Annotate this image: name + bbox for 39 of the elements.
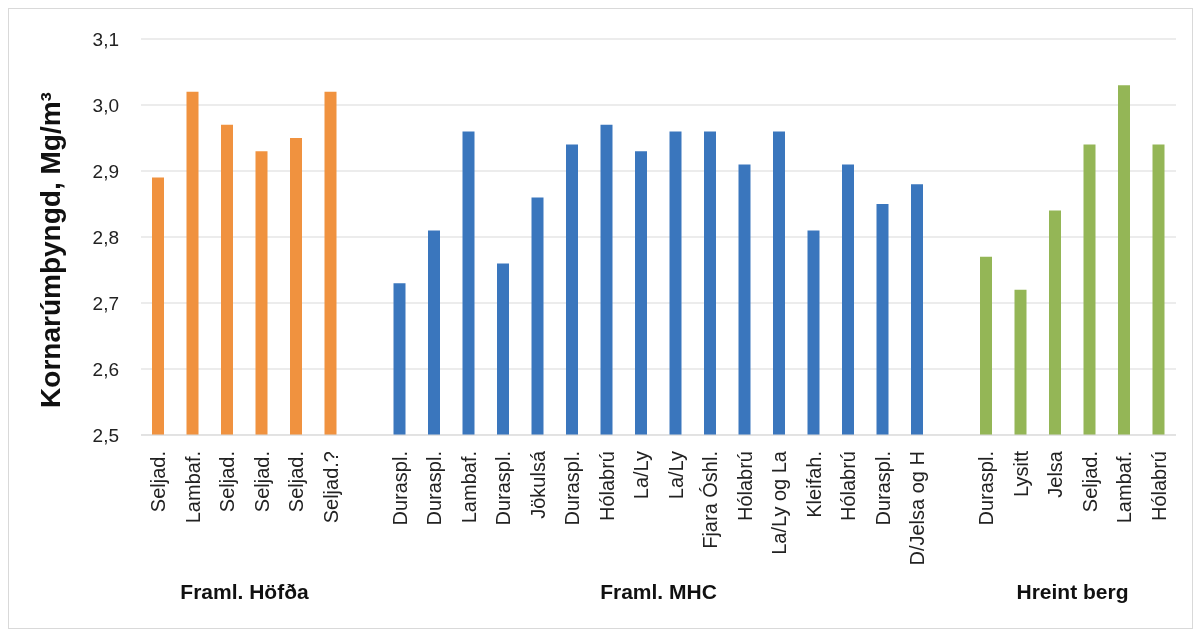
- y-tick-label: 2,6: [92, 358, 119, 380]
- x-tick-label: Seljad.?: [319, 451, 342, 524]
- x-tick-label: Kleifah.: [802, 451, 825, 518]
- text: Hreint berg: [1016, 580, 1129, 604]
- y-tick-label: 2,7: [92, 292, 119, 314]
- x-tick-label: Seljad.: [285, 451, 308, 513]
- x-tick-label: Duraspl.: [871, 451, 894, 526]
- y-tick-label: 2,8: [92, 226, 119, 248]
- x-tick-label: Hólabrú: [837, 451, 860, 522]
- x-tick-label: Seljad.: [216, 451, 239, 513]
- x-tick-label: Duraspl.: [561, 451, 584, 526]
- x-tick-label: Seljad.: [250, 451, 273, 513]
- x-tick-label: Seljad.: [1078, 451, 1101, 513]
- x-tick-label: D/Jelsa og H: [906, 451, 929, 566]
- x-tick-label: La/Ly: [630, 451, 653, 500]
- x-tick-label: Duraspl.: [423, 451, 446, 526]
- x-tick-label: La/Ly: [664, 451, 687, 500]
- x-tick-label: Lysitt: [1009, 450, 1032, 497]
- text: Framl. MHC: [600, 580, 717, 604]
- x-tick-label: Hólabrú: [733, 451, 756, 522]
- y-tick-label: 2,9: [92, 160, 119, 182]
- x-tick-label: Duraspl.: [492, 451, 515, 526]
- x-tick-label: Duraspl.: [975, 451, 998, 526]
- y-tick-label: 3,0: [92, 94, 119, 116]
- text: Framl. Höfða: [180, 580, 309, 604]
- y-tick-label: 3,1: [92, 28, 119, 50]
- x-tick-label: Lambaf.: [181, 451, 204, 524]
- x-tick-label: Lambaf.: [1113, 451, 1136, 524]
- x-tick-label: Duraspl.: [388, 451, 411, 526]
- x-tick-label: Fjara Óshl.: [699, 451, 722, 549]
- x-tick-label: Hólabrú: [1147, 451, 1170, 522]
- x-tick-label: Jelsa: [1044, 450, 1067, 498]
- y-axis-title: Kornarúmþyngd, Mg/m³: [34, 92, 66, 408]
- x-tick-label: Lambaf.: [457, 451, 480, 524]
- x-tick-label: Jökulsá: [526, 450, 549, 519]
- x-tick-label: Seljad.: [147, 451, 170, 513]
- y-tick-label: 2,5: [92, 424, 119, 446]
- x-tick-label: Hólabrú: [595, 451, 618, 522]
- x-tick-label: La/Ly og La: [768, 450, 791, 555]
